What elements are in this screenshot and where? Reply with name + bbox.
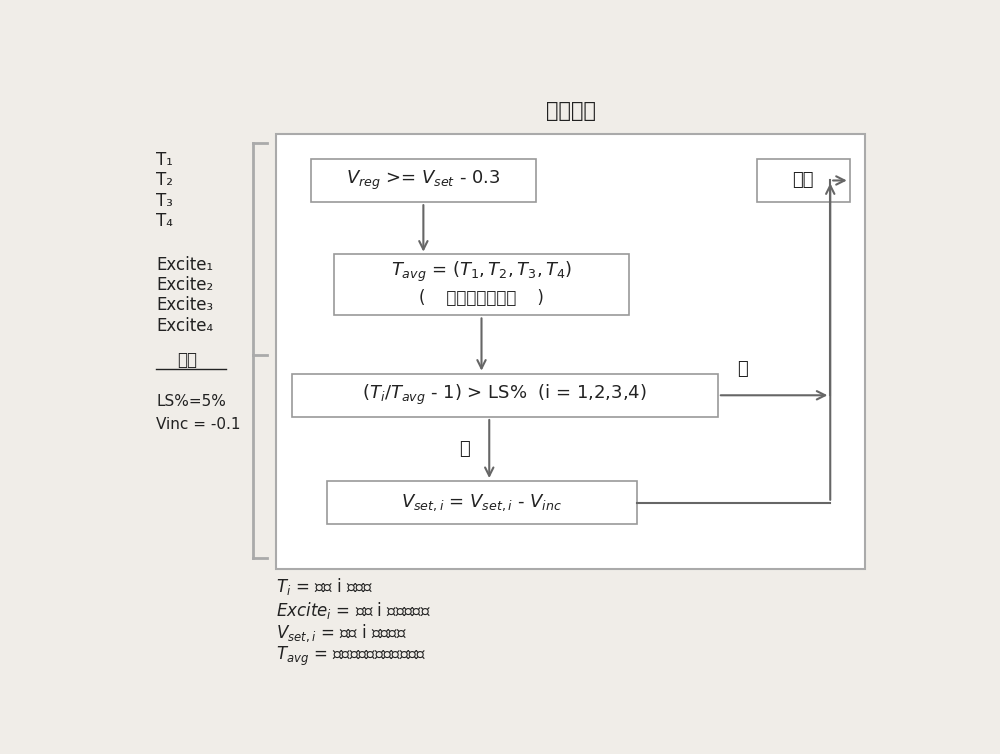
Text: (    仅被激励的机器    ): ( 仅被激励的机器 ) <box>419 289 544 307</box>
Text: 退出: 退出 <box>792 171 814 189</box>
Bar <box>311 158 536 202</box>
Text: Excite₁: Excite₁ <box>156 256 213 274</box>
Text: $T_i$ = 单元 i 的温度: $T_i$ = 单元 i 的温度 <box>276 576 374 597</box>
Text: T₂: T₂ <box>156 171 173 189</box>
Text: $T_{avg}$ = ($T_1, T_2, T_3, T_4$): $T_{avg}$ = ($T_1, T_2, T_3, T_4$) <box>391 260 572 284</box>
Bar <box>334 255 629 315</box>
Bar <box>326 481 637 525</box>
Text: ($T_i / T_{avg}$ - 1) > LS%  (i = 1,2,3,4): ($T_i / T_{avg}$ - 1) > LS% (i = 1,2,3,4… <box>362 383 647 407</box>
Text: Excite₄: Excite₄ <box>156 317 213 335</box>
Text: Excite₃: Excite₃ <box>156 296 213 314</box>
Text: 算法例子: 算法例子 <box>546 101 596 121</box>
Text: T₄: T₄ <box>156 212 173 230</box>
Text: $V_{set,i}$ = $V_{set,i}$ - $V_{inc}$: $V_{set,i}$ = $V_{set,i}$ - $V_{inc}$ <box>401 492 562 513</box>
Bar <box>276 134 865 569</box>
Text: $V_{reg}$ >= $V_{set}$ - 0.3: $V_{reg}$ >= $V_{set}$ - 0.3 <box>346 169 501 192</box>
Text: Excite₂: Excite₂ <box>156 276 213 294</box>
Text: 常量: 常量 <box>177 351 197 369</box>
Text: 否: 否 <box>737 360 748 378</box>
Bar <box>757 158 850 202</box>
Text: $Excite_i$ = 单元 i 的激励状态: $Excite_i$ = 单元 i 的激励状态 <box>276 599 431 621</box>
Text: $V_{set,i}$ = 单元 i 的设定点: $V_{set,i}$ = 单元 i 的设定点 <box>276 623 407 644</box>
Text: 是: 是 <box>459 440 470 458</box>
Bar <box>292 373 718 417</box>
Text: T₁: T₁ <box>156 151 173 169</box>
Text: $T_{avg}$ = 被激励的机器的平均温度: $T_{avg}$ = 被激励的机器的平均温度 <box>276 645 427 668</box>
Text: T₃: T₃ <box>156 192 173 210</box>
Text: LS%=5%: LS%=5% <box>156 394 226 409</box>
Text: Vinc = -0.1: Vinc = -0.1 <box>156 417 240 432</box>
